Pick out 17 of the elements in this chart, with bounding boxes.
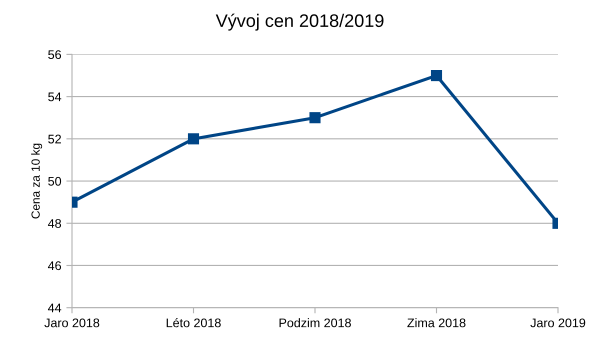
- y-tick-label: 48: [48, 219, 62, 228]
- x-tick-label: Jaro 2019: [530, 318, 586, 328]
- point: [430, 70, 442, 82]
- y-tick-label: 46: [48, 261, 62, 270]
- x-tick-label: Jaro 2018: [44, 318, 100, 328]
- chart-title: Vývoj cen 2018/2019: [216, 14, 384, 31]
- x-tick-label: Léto 2018: [166, 318, 221, 328]
- y-tick-label: 56: [48, 50, 62, 60]
- point: [188, 133, 200, 144]
- y-tick-label: 44: [48, 304, 62, 312]
- y-tick-label: 54: [48, 92, 62, 102]
- x-tick-label: Podzim 2018: [280, 318, 351, 328]
- point: [309, 112, 321, 124]
- y-tick-label: 52: [48, 134, 61, 144]
- y-axis-title: Cena za 10 kg: [31, 144, 42, 219]
- x-tick-label: Zima 2018: [407, 318, 466, 328]
- y-tick-label: 50: [48, 176, 62, 186]
